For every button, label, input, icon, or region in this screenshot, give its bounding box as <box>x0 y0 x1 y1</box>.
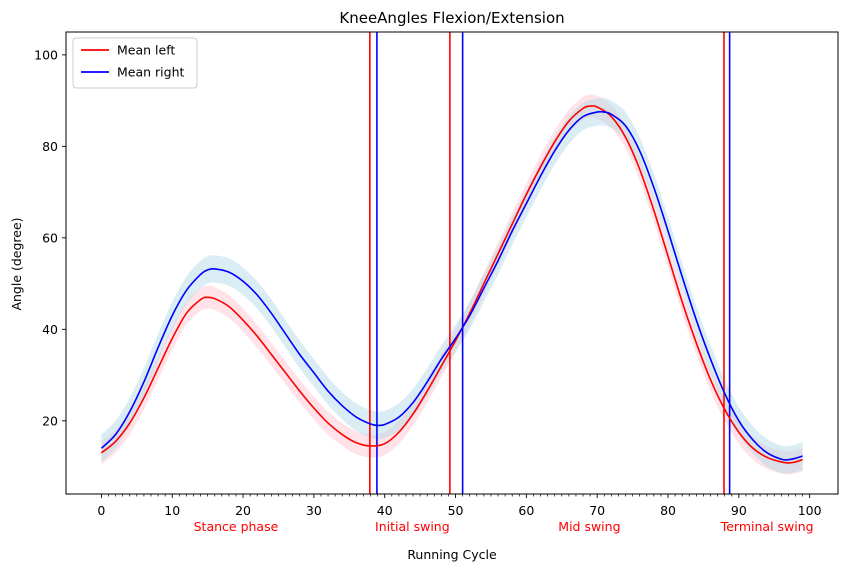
x-tick-label: 40 <box>377 503 393 518</box>
legend-label: Mean right <box>117 65 185 80</box>
x-tick-label: 60 <box>518 503 534 518</box>
band-left <box>101 94 803 475</box>
y-axis-ticks: 20 40 60 80 100 <box>34 47 66 428</box>
line-mean-right <box>100 110 803 461</box>
y-tick-label: 100 <box>34 47 58 62</box>
x-tick-label: 80 <box>660 503 676 518</box>
phase-labels: Stance phase Initial swing Mid swing Termin… <box>194 519 814 534</box>
confidence-bands <box>101 94 803 475</box>
phase-label: Mid swing <box>558 519 620 534</box>
x-tick-label: 10 <box>164 503 180 518</box>
x-tick-label: 30 <box>306 503 322 518</box>
x-tick-label: 100 <box>798 503 822 518</box>
legend-label: Mean left <box>117 43 175 58</box>
phase-label: Initial swing <box>375 519 450 534</box>
phase-boundary-lines <box>369 32 731 494</box>
x-axis-title: Running Cycle <box>407 547 497 562</box>
band-right <box>101 97 803 474</box>
plot-frame <box>65 31 839 495</box>
line-mean-left <box>100 105 803 464</box>
mean-lines <box>100 105 803 464</box>
legend: Mean left Mean right <box>72 37 198 89</box>
x-tick-label: 20 <box>235 503 251 518</box>
phase-label: Stance phase <box>194 519 279 534</box>
x-tick-label: 90 <box>731 503 747 518</box>
y-tick-label: 20 <box>42 413 58 428</box>
phase-label: Terminal swing <box>720 519 814 534</box>
y-tick-label: 80 <box>42 139 58 154</box>
y-tick-label: 40 <box>42 322 58 337</box>
x-tick-label: 70 <box>589 503 605 518</box>
y-tick-label: 60 <box>42 230 58 245</box>
x-axis-ticks: 0 10 20 30 40 50 60 70 80 90 100 <box>97 494 822 518</box>
x-tick-label: 0 <box>97 503 105 518</box>
y-axis-title: Angle (degree) <box>9 217 24 310</box>
x-tick-label: 50 <box>448 503 464 518</box>
chart-title: KneeAngles Flexion/Extension <box>339 9 564 27</box>
